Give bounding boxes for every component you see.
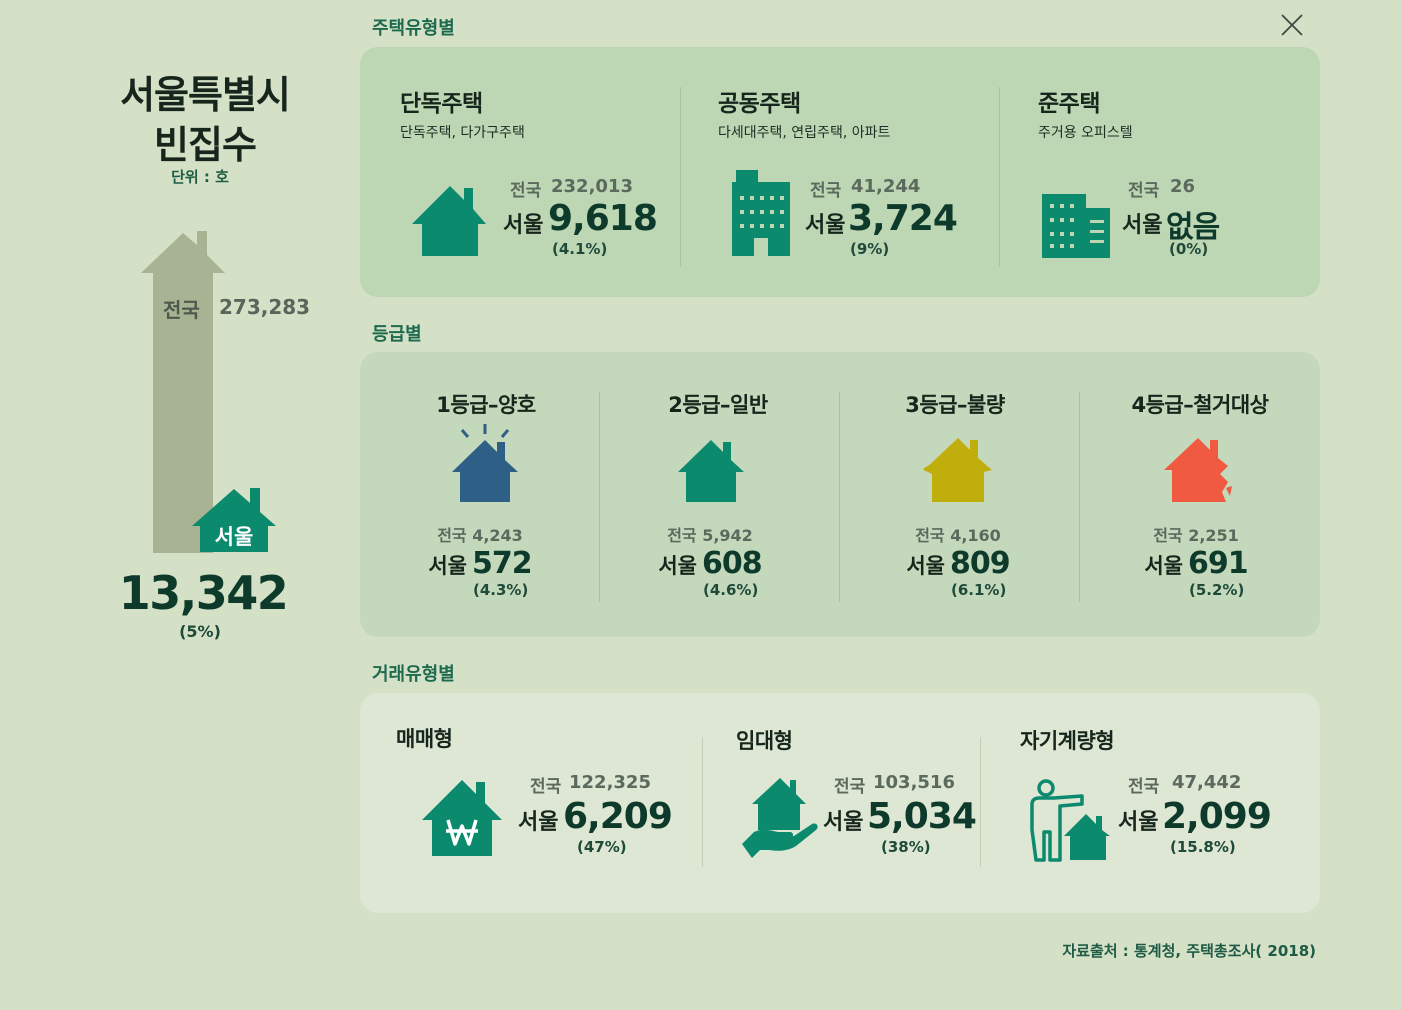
main-title-line1: 서울특별시 <box>120 73 291 117</box>
seoul-pct: (6.1%) <box>951 581 1007 599</box>
national-label: 전국 <box>1128 181 1160 201</box>
seoul-pct: (0%) <box>1169 240 1209 258</box>
national-arrow-graphic <box>141 231 225 553</box>
grade-national: 전국 4,243 <box>437 526 523 545</box>
grade-panel <box>360 352 1320 637</box>
grade-seoul: 서울 691 <box>1076 546 1316 581</box>
seoul-pct: (4.6%) <box>703 581 759 599</box>
seoul-label: 서울 <box>906 554 945 578</box>
divider <box>999 87 1000 267</box>
seoul-pct: (15.8%) <box>1170 838 1236 856</box>
seoul-pct: (47%) <box>577 838 627 856</box>
housing-type-sub: 주거용 오피스텔 <box>1038 125 1133 141</box>
seoul-label: 서울 <box>1144 554 1183 578</box>
house-poor-icon <box>923 438 992 502</box>
housing-type-name: 준주택 <box>1038 91 1100 117</box>
grade-national: 전국 4,160 <box>915 526 1001 545</box>
seoul-value: 9,618 <box>548 198 658 239</box>
seoul-value: 6,209 <box>563 796 673 837</box>
house-won-icon <box>422 780 502 856</box>
transaction-type-panel <box>360 693 1320 913</box>
seoul-label: 서울 <box>428 554 467 578</box>
grade-seoul: 서울 608 <box>590 546 830 581</box>
divider <box>702 737 703 867</box>
section-title-transaction-type: 거래유형별 <box>372 664 455 685</box>
apartment-building-icon <box>732 170 790 256</box>
main-title-line2: 빈집수 <box>154 123 257 167</box>
seoul-value: 608 <box>702 546 763 581</box>
divider <box>980 737 981 867</box>
seoul-value: 3,724 <box>848 198 958 239</box>
national-label: 전국 <box>1128 777 1160 797</box>
seoul-pct: (9%) <box>850 240 890 258</box>
national-value: 122,325 <box>569 772 651 793</box>
person-house-icon <box>1030 779 1110 862</box>
divider <box>839 392 840 602</box>
seoul-value: 5,034 <box>867 796 977 837</box>
close-icon <box>1281 14 1303 36</box>
source-note: 자료출처 : 통계청, 주택총조사( 2018) <box>1062 942 1316 960</box>
seoul-label: 서울 <box>518 810 559 835</box>
house-demolition-icon <box>1164 438 1232 502</box>
seoul-pct: (5.2%) <box>1189 581 1245 599</box>
seoul-value: 2,099 <box>1162 796 1272 837</box>
national-value: 41,244 <box>851 176 921 197</box>
section-title-housing-type: 주택유형별 <box>372 18 455 39</box>
seoul-label: 서울 <box>658 554 697 578</box>
seoul-house-icon <box>192 488 276 552</box>
seoul-value: 572 <box>472 546 533 581</box>
seoul-label: 서울 <box>1122 213 1163 238</box>
national-value: 232,013 <box>551 176 633 197</box>
seoul-pct: (4.3%) <box>473 581 529 599</box>
grade-name: 4등급–철거대상 <box>1131 393 1269 417</box>
national-label: 전국 <box>163 298 200 322</box>
seoul-total-value: 13,342 <box>118 566 289 620</box>
seoul-label: 서울 <box>1118 810 1159 835</box>
national-label: 전국 <box>530 777 562 797</box>
national-value: 26 <box>1170 176 1196 197</box>
seoul-label: 서울 <box>823 810 864 835</box>
house-normal-icon <box>678 440 744 502</box>
grade-seoul: 서울 572 <box>360 546 600 581</box>
national-value: 47,442 <box>1172 772 1242 793</box>
grade-national: 전국 2,251 <box>1153 526 1239 545</box>
seoul-value: 없음 <box>1166 210 1220 245</box>
seoul-pct: (38%) <box>881 838 931 856</box>
grade-name: 1등급–양호 <box>436 393 536 417</box>
national-label: 전국 <box>510 181 542 201</box>
national-label: 전국 <box>834 777 866 797</box>
national-label: 전국 <box>810 181 842 201</box>
divider <box>599 392 600 602</box>
housing-type-name: 공동주택 <box>718 91 801 117</box>
officetel-icon <box>1042 194 1110 258</box>
seoul-label: 서울 <box>503 213 544 238</box>
housing-type-sub: 다세대주택, 연립주택, 아파트 <box>718 125 891 141</box>
grade-name: 2등급–일반 <box>668 393 768 417</box>
transaction-type-name: 매매형 <box>396 727 453 751</box>
grade-national: 전국 5,942 <box>667 526 753 545</box>
house-good-icon <box>452 424 518 502</box>
seoul-value: 691 <box>1188 546 1249 581</box>
divider <box>1079 392 1080 602</box>
unit-label: 단위 : 호 <box>171 168 229 186</box>
seoul-pct: (4.1%) <box>552 240 608 258</box>
section-title-grade: 등급별 <box>372 324 422 345</box>
grade-seoul: 서울 809 <box>838 546 1078 581</box>
divider <box>680 87 681 267</box>
house-icon <box>412 186 486 256</box>
grade-name: 3등급–불량 <box>905 393 1005 417</box>
close-button[interactable] <box>1278 11 1306 39</box>
transaction-type-name: 임대형 <box>736 729 793 753</box>
national-value: 273,283 <box>219 295 311 319</box>
housing-type-sub: 단독주택, 다가구주택 <box>400 125 525 141</box>
seoul-label: 서울 <box>805 213 846 238</box>
housing-type-name: 단독주택 <box>400 91 483 117</box>
transaction-type-name: 자기계량형 <box>1020 729 1115 753</box>
hand-house-icon <box>742 778 818 858</box>
national-value: 103,516 <box>873 772 955 793</box>
housing-type-panel <box>360 47 1320 297</box>
seoul-total-pct: (5%) <box>179 622 221 641</box>
seoul-value: 809 <box>950 546 1011 581</box>
seoul-house-label: 서울 <box>214 525 254 549</box>
